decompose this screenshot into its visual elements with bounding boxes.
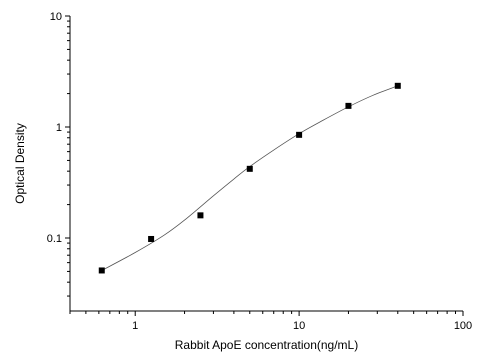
y-tick-label: 0.1 [47, 233, 62, 245]
data-point [296, 131, 303, 138]
y-axis-title: Optical Density [13, 123, 27, 204]
axis-ticks: 0.1 1 10 1 10 100 [47, 11, 472, 332]
data-point [246, 165, 253, 172]
fit-curve [101, 85, 398, 271]
x-axis-title: Rabbit ApoE concentration(ng/mL) [175, 338, 358, 352]
data-point [197, 212, 204, 219]
data-point [345, 102, 352, 109]
data-point [394, 82, 401, 89]
data-point [148, 235, 155, 242]
y-tick-label: 10 [50, 11, 62, 23]
x-tick-label: 1 [132, 320, 138, 332]
y-tick-label: 1 [56, 122, 62, 134]
data-point [98, 267, 105, 274]
plot-area [98, 82, 401, 274]
x-tick-label: 100 [454, 320, 472, 332]
x-tick-label: 10 [293, 320, 305, 332]
